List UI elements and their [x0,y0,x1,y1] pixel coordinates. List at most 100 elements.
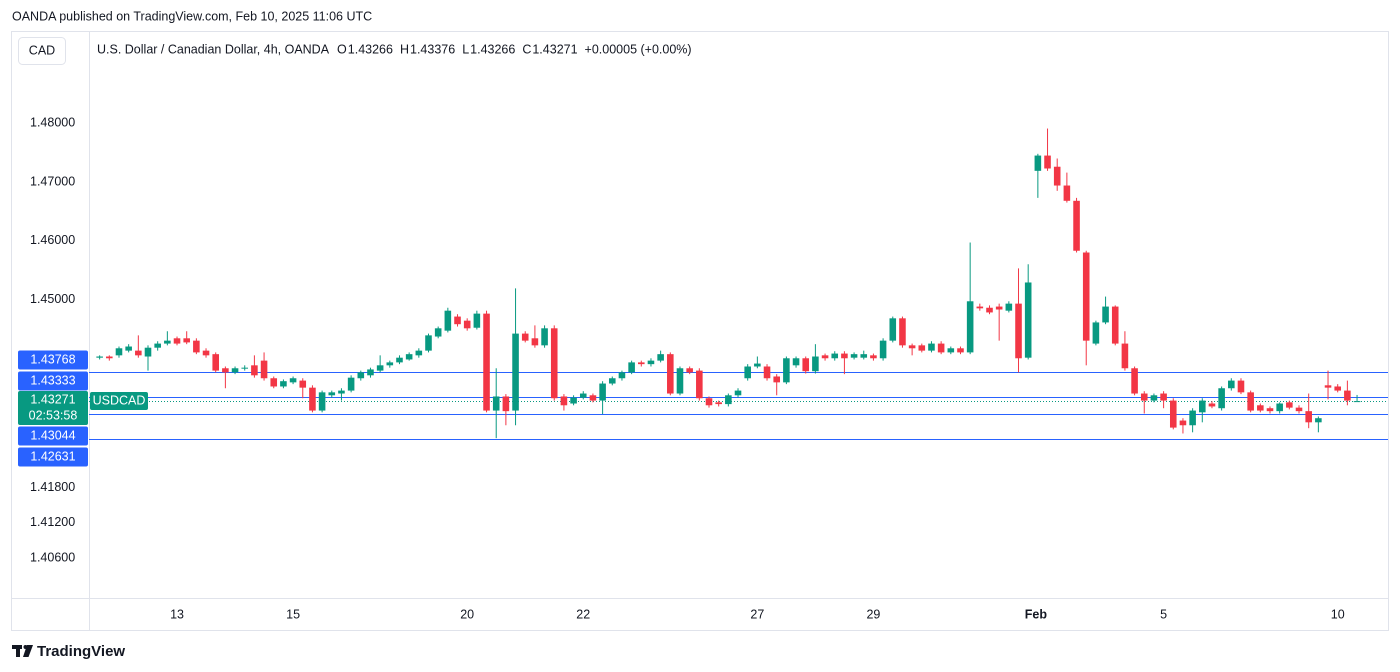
candle-body [976,306,984,309]
candle-body [1102,306,1109,323]
candle-body [135,350,142,356]
currency-label[interactable]: CAD [29,43,55,57]
candle-body [1131,368,1138,394]
candle-body [734,390,742,396]
x-tick-label: 20 [460,607,474,621]
candle-body [589,395,597,401]
candle-body [463,320,471,329]
candle-body [1228,380,1235,389]
candle-body [444,310,452,331]
candle-body [415,350,423,356]
y-tick-label: 1.48000 [30,116,75,130]
candle-body [347,377,355,391]
candle-body [908,345,916,349]
candle-body [1053,166,1061,186]
candle-body [231,368,239,373]
x-tick-label: 15 [286,607,300,621]
candle-body [608,378,616,384]
candle-body [831,353,839,359]
candle-body [1237,380,1245,393]
candle-body [918,345,926,351]
candle-body [657,354,664,361]
tradingview-logo [12,645,33,657]
price-tag [18,371,88,391]
candle-body [879,340,887,359]
candle-body [289,378,297,383]
candle-body [454,316,461,325]
candle-body [667,354,674,394]
candle-body [966,301,974,353]
candle-body [502,396,510,412]
candle-body [1082,252,1090,341]
candle-body [1073,200,1080,251]
candle-body [1034,155,1042,171]
y-tick-label: 1.45000 [30,292,75,306]
legend-ohlc-label: C [522,42,531,56]
candle-body [318,392,326,411]
legend-ohlc-label: H [400,42,409,56]
candle-body [1257,405,1264,411]
candle-body [1295,407,1303,412]
candle-body [1015,303,1022,359]
y-tick-label: 1.41800 [30,480,75,494]
candle-body [396,357,403,363]
candle-body [299,380,307,388]
candle-body [1218,388,1225,409]
candle-body [560,396,568,406]
candle-body [376,365,384,371]
candle-body [222,368,229,373]
price-tag [18,426,88,446]
candle-body [473,313,481,328]
candle-body [1121,343,1129,369]
candle-body [1111,306,1119,344]
candle-body [599,383,606,401]
candle-body [995,306,1003,310]
y-tick-label: 1.41200 [30,515,75,529]
candle-body [270,378,278,387]
candle-body [686,368,693,373]
candle-body [579,393,587,398]
candle-body [512,333,519,411]
currency-button[interactable] [18,37,66,65]
candle-body [1199,400,1206,413]
candle-body [725,395,732,405]
candle-body [986,307,993,313]
candle-body [821,355,829,359]
legend-ohlc-value: 1.43266 [348,42,393,56]
chart-frame [11,31,1389,631]
candle-body [173,338,181,344]
candle-body [957,348,964,353]
candle-body [889,318,897,341]
candle-body [309,387,316,411]
current-price-tag [18,391,88,425]
candle-body [1247,392,1254,411]
candle-body [812,356,819,372]
candle-body [521,333,529,341]
candle-body [1344,390,1351,401]
candle-body [676,368,684,394]
candle-body [367,369,374,376]
x-tick-label: 10 [1331,607,1345,621]
footer-brand: TradingView [37,643,125,660]
candle-body [115,348,123,356]
candle-body [1160,393,1167,401]
candle-body [928,343,935,351]
legend-ohlc-label: O [337,42,347,56]
candle-body [164,340,171,344]
candle-body [251,365,258,376]
candle-body [1315,418,1322,423]
candle-body [183,338,190,343]
candle-body [1266,408,1274,412]
candle-body [550,328,558,399]
candle-body [860,354,868,358]
candle-body [1179,420,1187,426]
symbol-tag-label: USDCAD [93,393,146,407]
x-tick-label: 22 [576,607,590,621]
candle-body [328,392,336,396]
candle-body [937,343,945,353]
candle-body [483,313,490,411]
candle-body [802,358,810,372]
candle-body [1189,410,1196,426]
candle-body [773,376,780,383]
legend-ohlc-value: 1.43266 [470,42,515,56]
